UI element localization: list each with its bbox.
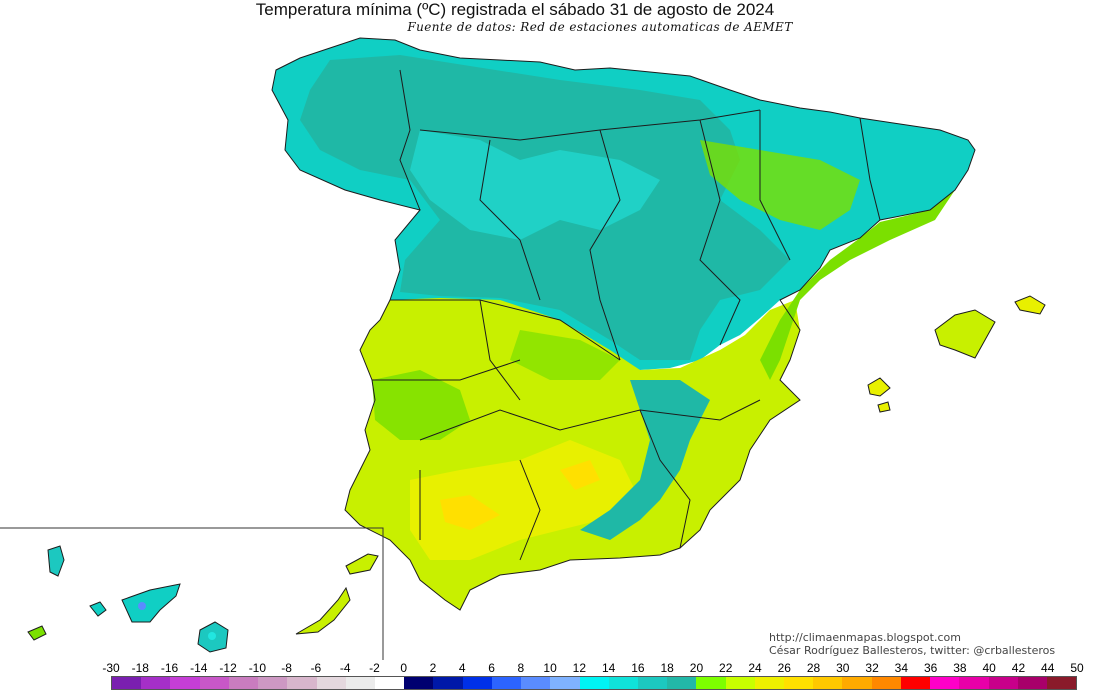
legend-tick-labels: -30 -18 -16 -14 -12 -10 -8 -6 -4 -2 0 2 4 6 8 10 12 14 16 1… [0, 661, 1098, 675]
legend-tick: -2 [369, 661, 380, 675]
legend-swatch [608, 677, 638, 689]
legend-color-bar [111, 676, 1077, 690]
legend-swatch [491, 677, 522, 689]
legend-swatch [199, 677, 229, 689]
legend-tick: 0 [400, 661, 408, 675]
el-hierro [27, 625, 47, 641]
menorca [1014, 295, 1046, 315]
legend-swatch [871, 677, 901, 689]
legend-swatch [462, 677, 492, 689]
blog-credit: http://climaenmapas.blogspot.com [769, 631, 961, 644]
author-credit: César Rodríguez Ballesteros, twitter: @c… [769, 644, 1056, 657]
legend-tick: 22 [719, 661, 733, 675]
legend-swatch [900, 677, 931, 689]
formentera [877, 401, 891, 413]
legend-swatch [930, 677, 960, 689]
legend-swatch [112, 677, 142, 689]
legend-swatch [842, 677, 872, 689]
legend-tick: 14 [601, 661, 616, 675]
legend-tick: 32 [865, 661, 879, 675]
legend-tick: -4 [339, 661, 351, 675]
hot-spots [440, 460, 600, 530]
legend-swatch [316, 677, 346, 689]
betic-cool-zone [580, 380, 710, 540]
legend-swatch [404, 677, 434, 689]
la-gomera [89, 601, 107, 617]
legend-tick: 20 [689, 661, 704, 675]
legend-tick: -10 [248, 661, 267, 675]
legend-tick: 24 [748, 661, 762, 675]
teide-cold-spot [138, 602, 146, 610]
la-palma [47, 545, 65, 577]
legend-swatch [667, 677, 697, 689]
legend-swatch [813, 677, 843, 689]
legend-tick: 38 [953, 661, 967, 675]
legend-swatch [170, 677, 200, 689]
legend-tick: 42 [1011, 661, 1026, 675]
legend-tick: 26 [777, 661, 791, 675]
legend-tick: 40 [982, 661, 996, 675]
extremadura-green [372, 370, 470, 440]
la-mancha-green [510, 330, 620, 380]
legend-swatch [1047, 677, 1077, 689]
legend-swatch [637, 677, 668, 689]
canary-inset [0, 527, 384, 660]
mallorca [934, 309, 996, 359]
legend-tick: 6 [488, 661, 495, 675]
legend-tick: -14 [190, 661, 208, 675]
ebro-green-zone [700, 140, 860, 230]
map-subtitle: Fuente de datos: Red de estaciones autom… [407, 20, 793, 34]
region-borders [271, 37, 976, 611]
legend-tick: 8 [517, 661, 525, 675]
legend-tick: 16 [631, 661, 645, 675]
temperature-map [0, 37, 1046, 660]
legend-tick: 28 [806, 661, 821, 675]
legend-swatch [696, 677, 726, 689]
legend-swatch [258, 677, 288, 689]
legend-tick: 36 [923, 661, 938, 675]
ibiza [867, 377, 891, 397]
legend-swatch [433, 677, 463, 689]
fuerteventura [295, 586, 351, 635]
meseta-bright-patch [410, 130, 660, 240]
legend-tick: -8 [281, 661, 292, 675]
legend-swatch [959, 677, 989, 689]
gran-canaria-peak [208, 632, 216, 640]
legend-tick: 18 [660, 661, 674, 675]
peninsula [271, 37, 976, 611]
legend-tick: 50 [1070, 661, 1084, 675]
legend-swatch [345, 677, 375, 689]
legend-tick: 4 [458, 661, 466, 675]
map-title: Temperatura mínima (ºC) registrada el sá… [255, 0, 775, 19]
legend-swatch [550, 677, 580, 689]
balearic-islands [867, 295, 1046, 413]
legend-tick: 44 [1041, 661, 1055, 675]
legend-tick: 2 [429, 661, 437, 675]
legend-swatch [988, 677, 1018, 689]
legend-swatch [754, 677, 785, 689]
legend-swatch [521, 677, 551, 689]
legend-tick: 10 [543, 661, 557, 675]
legend-tick: -12 [219, 661, 237, 675]
lanzarote [345, 553, 379, 575]
legend-swatch [1017, 677, 1047, 689]
legend-tick: 34 [894, 661, 909, 675]
tenerife [121, 583, 181, 623]
legend-tick: -6 [310, 661, 322, 675]
legend-swatch [228, 677, 259, 689]
inset-frame [0, 527, 384, 660]
legend-swatch [725, 677, 755, 689]
legend-swatch [287, 677, 317, 689]
legend-tick: 30 [836, 661, 850, 675]
legend-tick: -30 [102, 661, 120, 675]
legend-tick: -18 [131, 661, 149, 675]
legend-swatch [141, 677, 171, 689]
legend-swatch [579, 677, 609, 689]
legend-tick: -16 [160, 661, 179, 675]
legend-swatch [374, 677, 405, 689]
legend-swatch [784, 677, 814, 689]
legend-tick: 12 [572, 661, 587, 675]
mediterranean-coast-green [760, 190, 955, 380]
